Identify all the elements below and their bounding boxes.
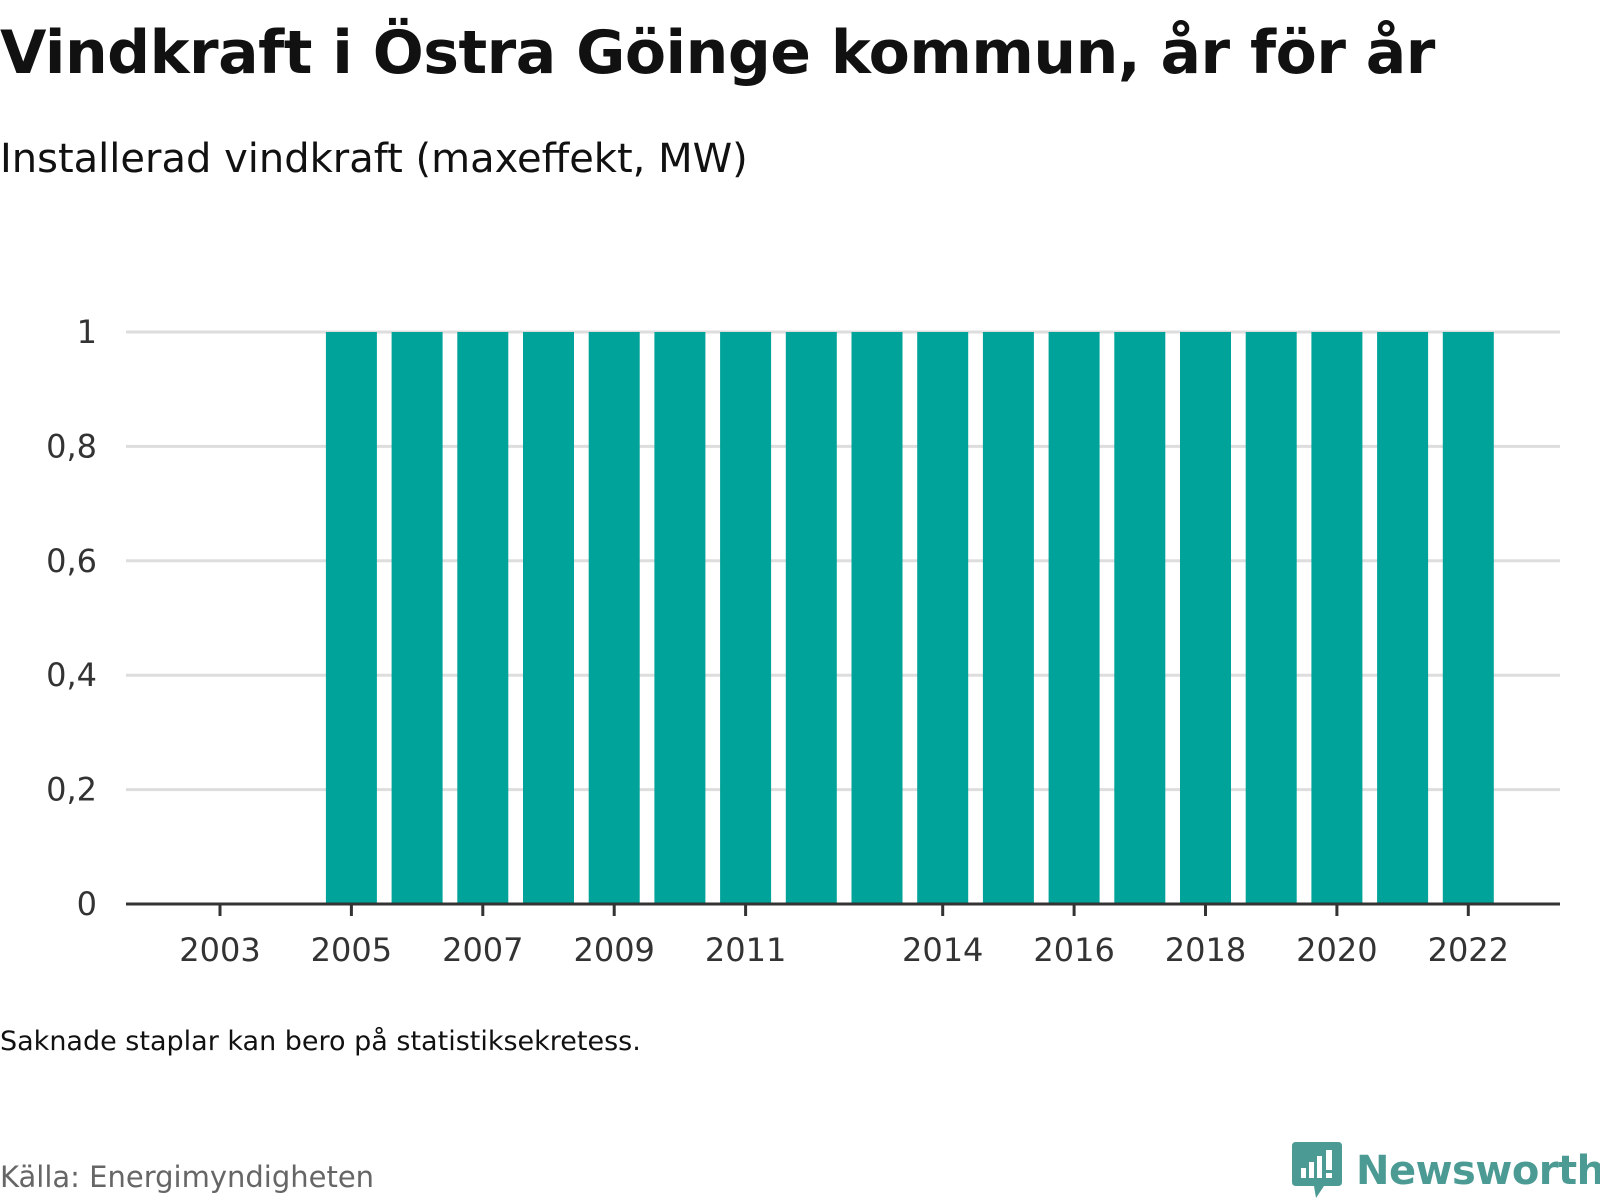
bar-2014	[917, 332, 969, 904]
x-tick-label: 2016	[1033, 931, 1114, 969]
x-tick-label: 2014	[902, 931, 983, 969]
bars	[325, 332, 1494, 904]
bar-2007	[457, 332, 509, 904]
bar-2020	[1311, 332, 1363, 904]
source-credit: Källa: Energimyndigheten	[0, 1160, 375, 1194]
x-tick-labels: 2003 2005 2007 2009 2011 2014 2016 2018 2020 2022	[179, 931, 1509, 969]
x-tick-label: 2009	[573, 931, 654, 969]
bar-chart-speech-bubble-icon	[1292, 1142, 1342, 1198]
bar-2013	[851, 332, 903, 904]
y-tick-label: 0	[77, 885, 97, 923]
y-tick-label: 0,4	[46, 656, 97, 694]
x-tick-label: 2005	[311, 931, 392, 969]
x-tick-label: 2022	[1428, 931, 1509, 969]
bar-2016	[1048, 332, 1100, 904]
bar-2005	[325, 332, 377, 904]
chart-subtitle: Installerad vindkraft (maxeffekt, MW)	[0, 136, 748, 182]
x-tick-label: 2011	[705, 931, 786, 969]
x-tick-label: 2020	[1296, 931, 1377, 969]
footnote: Saknade staplar kan bero på statistiksek…	[0, 1026, 641, 1057]
bar-chart: 00,20,40,60,81 2003 2005 2007 2009 2011 2014 2…	[46, 313, 1560, 969]
bar-2015	[982, 332, 1034, 904]
bar-2010	[654, 332, 706, 904]
bar-2017	[1114, 332, 1166, 904]
bar-2018	[1180, 332, 1231, 904]
y-tick-labels: 0 0,2 0,4 0,6 0,8 1	[46, 313, 97, 923]
y-tick-label: 0,6	[46, 542, 97, 580]
bar-2011	[720, 332, 772, 904]
bar-2019	[1245, 332, 1297, 904]
bar-2012	[785, 332, 837, 904]
x-axis	[126, 902, 1560, 916]
x-tick-label: 2003	[179, 931, 260, 969]
y-tick-label: 1	[77, 313, 97, 351]
bar-2008	[523, 332, 574, 904]
chart-title: Vindkraft i Östra Göinge kommun, år för …	[0, 18, 1435, 88]
bar-2021	[1377, 332, 1429, 904]
bar-2009	[588, 332, 640, 904]
brand-name: Newsworthy	[1356, 1148, 1600, 1194]
y-tick-label: 0,2	[46, 771, 97, 809]
y-tick-label: 0,8	[46, 427, 97, 465]
x-tick-label: 2007	[442, 931, 523, 969]
newsworthy-logo: Newsworthy	[1292, 1142, 1600, 1200]
bar-2022	[1442, 332, 1494, 904]
x-tick-label: 2018	[1165, 931, 1246, 969]
bar-2006	[391, 332, 443, 904]
